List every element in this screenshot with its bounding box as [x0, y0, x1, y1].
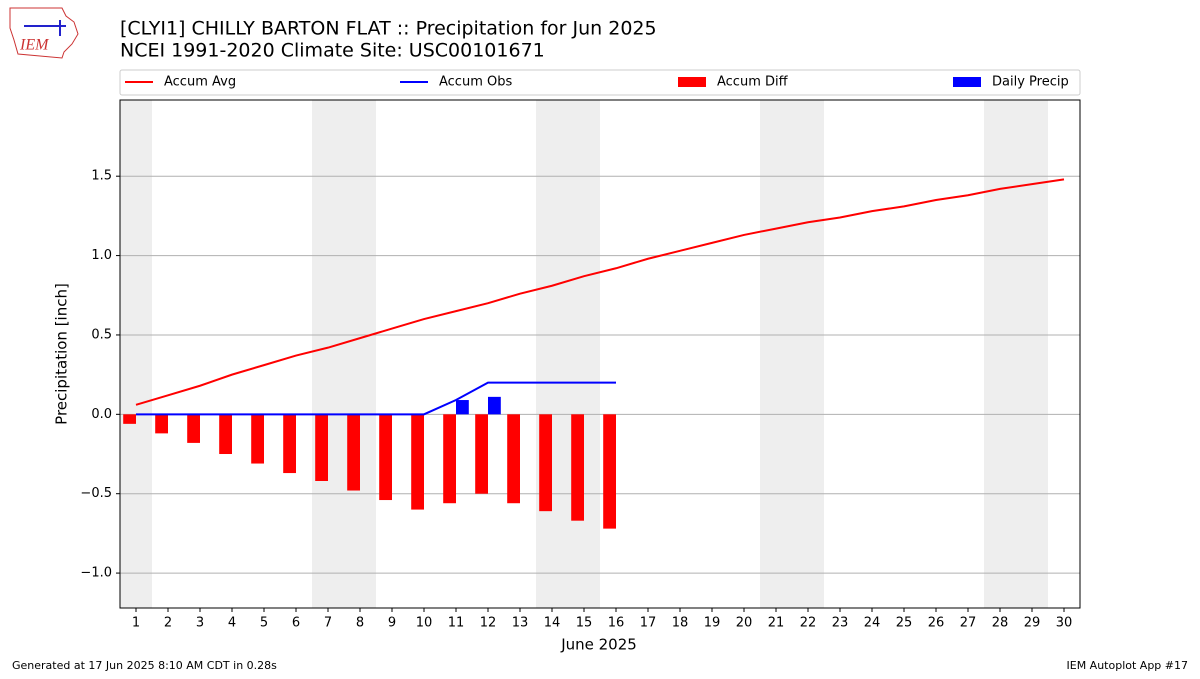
legend-box — [119, 69, 1081, 96]
line — [135, 178, 1065, 406]
x-tick-label: 7 — [324, 616, 332, 631]
x-tick-label: 1 — [132, 616, 140, 631]
bar — [571, 414, 584, 521]
y-tick-label: 0.5 — [91, 327, 112, 342]
bar — [456, 400, 469, 415]
logo-text: IEM — [19, 37, 50, 54]
bar — [283, 414, 296, 474]
x-tick-label: 12 — [480, 616, 497, 631]
x-tick-label: 4 — [228, 616, 236, 631]
x-tick-label: 27 — [960, 616, 977, 631]
x-tick-label: 28 — [992, 616, 1009, 631]
bar — [475, 414, 488, 494]
bar — [155, 414, 168, 434]
weekend-shade — [984, 100, 1048, 608]
x-tick-label: 23 — [832, 616, 849, 631]
bar — [411, 414, 424, 510]
x-tick-label: 17 — [640, 616, 657, 631]
x-axis-label: June 2025 — [560, 636, 637, 654]
x-tick-label: 18 — [672, 616, 689, 631]
x-tick-label: 21 — [768, 616, 785, 631]
legend-label: Accum Diff — [717, 75, 789, 90]
x-tick-label: 6 — [292, 616, 300, 631]
bar — [488, 396, 501, 415]
legend-label: Accum Avg — [164, 75, 236, 90]
x-tick-label: 13 — [512, 616, 529, 631]
x-tick-label: 22 — [800, 616, 817, 631]
weekend-shade — [536, 100, 600, 608]
plot-area — [120, 100, 1080, 608]
legend-swatch — [953, 77, 981, 87]
logo: IEM — [9, 7, 79, 59]
x-tick-label: 3 — [196, 616, 204, 631]
footer-left: Generated at 17 Jun 2025 8:10 AM CDT in … — [12, 659, 277, 672]
weekend-shade — [312, 100, 376, 608]
bar — [315, 414, 328, 481]
x-tick-label: 8 — [356, 616, 364, 631]
y-tick-label: 1.5 — [91, 169, 112, 184]
y-tick-label: −0.5 — [80, 486, 112, 501]
x-tick-label: 19 — [704, 616, 721, 631]
x-tick-label: 9 — [388, 616, 396, 631]
weekend-shade — [760, 100, 824, 608]
x-tick-label: 16 — [608, 616, 625, 631]
bar — [187, 414, 200, 443]
bar — [603, 414, 616, 529]
x-tick-label: 29 — [1024, 616, 1041, 631]
legend-label: Accum Obs — [439, 75, 512, 90]
x-tick-label: 10 — [416, 616, 433, 631]
bar — [123, 414, 136, 424]
bar — [379, 414, 392, 501]
y-tick-label: 0.0 — [91, 407, 112, 422]
x-tick-label: 20 — [736, 616, 753, 631]
bar — [251, 414, 264, 464]
chart-title: [CLYI1] CHILLY BARTON FLAT :: Precipitat… — [120, 18, 657, 40]
legend-swatch — [678, 77, 706, 87]
bar — [219, 414, 232, 455]
bar — [507, 414, 520, 504]
x-tick-label: 2 — [164, 616, 172, 631]
x-tick-label: 30 — [1056, 616, 1073, 631]
y-tick-label: −1.0 — [80, 566, 112, 581]
legend-label: Daily Precip — [992, 75, 1069, 90]
x-tick-label: 15 — [576, 616, 593, 631]
x-tick-label: 11 — [448, 616, 465, 631]
x-tick-label: 25 — [896, 616, 913, 631]
x-tick-label: 26 — [928, 616, 945, 631]
y-tick-label: 1.0 — [91, 248, 112, 263]
x-tick-label: 24 — [864, 616, 881, 631]
chart-subtitle: NCEI 1991-2020 Climate Site: USC00101671 — [120, 40, 545, 62]
footer-right: IEM Autoplot App #17 — [1067, 659, 1189, 672]
plot-frame — [119, 99, 1081, 609]
line — [136, 381, 616, 416]
bar — [443, 414, 456, 504]
bar — [347, 414, 360, 491]
x-tick-label: 14 — [544, 616, 561, 631]
bar — [539, 414, 552, 512]
x-tick-label: 5 — [260, 616, 268, 631]
y-axis-label: Precipitation [inch] — [53, 283, 71, 425]
weekend-shade — [120, 100, 152, 608]
